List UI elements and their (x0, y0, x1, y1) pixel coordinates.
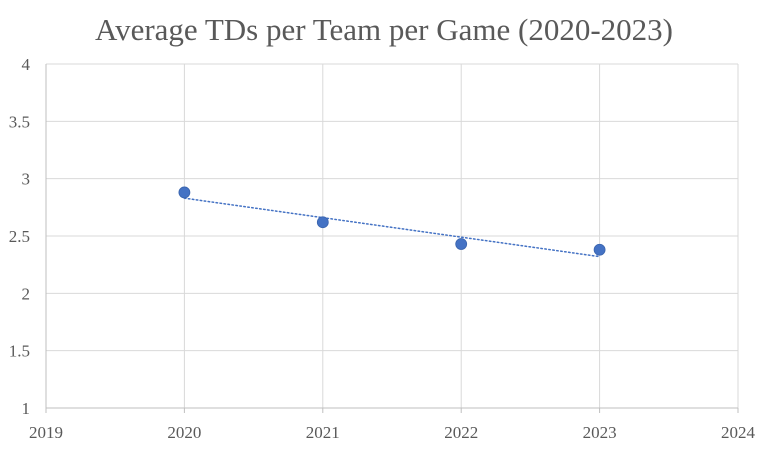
x-tick-label: 2022 (444, 423, 478, 442)
x-tick-labels: 2019 2020 2021 2022 2023 2024 (29, 423, 756, 442)
x-tick-label: 2020 (167, 423, 201, 442)
grid (46, 63, 739, 408)
x-tick-label: 2019 (29, 423, 63, 442)
data-point (455, 238, 468, 250)
y-tick-label: 4 (22, 55, 31, 74)
data-point (316, 216, 329, 229)
x-tick-label: 2023 (583, 423, 617, 442)
y-tick-labels: 1 1.5 2 2.5 3 3.5 4 (9, 55, 31, 418)
data-points (178, 186, 606, 256)
x-tick-label: 2024 (721, 423, 756, 442)
trendline (183, 197, 601, 258)
y-tick-label: 3 (22, 170, 31, 189)
y-tick-label: 2.5 (9, 227, 30, 246)
y-tick-label: 1.5 (9, 342, 30, 361)
x-tick-label: 2021 (306, 423, 340, 442)
y-tick-label: 2 (22, 284, 31, 303)
chart-title: Average TDs per Team per Game (2020-2023… (95, 12, 673, 47)
data-point (593, 243, 606, 256)
y-tick-label: 3.5 (9, 112, 30, 131)
data-point (178, 186, 191, 199)
y-tick-label: 1 (22, 399, 31, 418)
trendline-layer (183, 197, 601, 258)
axes (45, 64, 739, 413)
